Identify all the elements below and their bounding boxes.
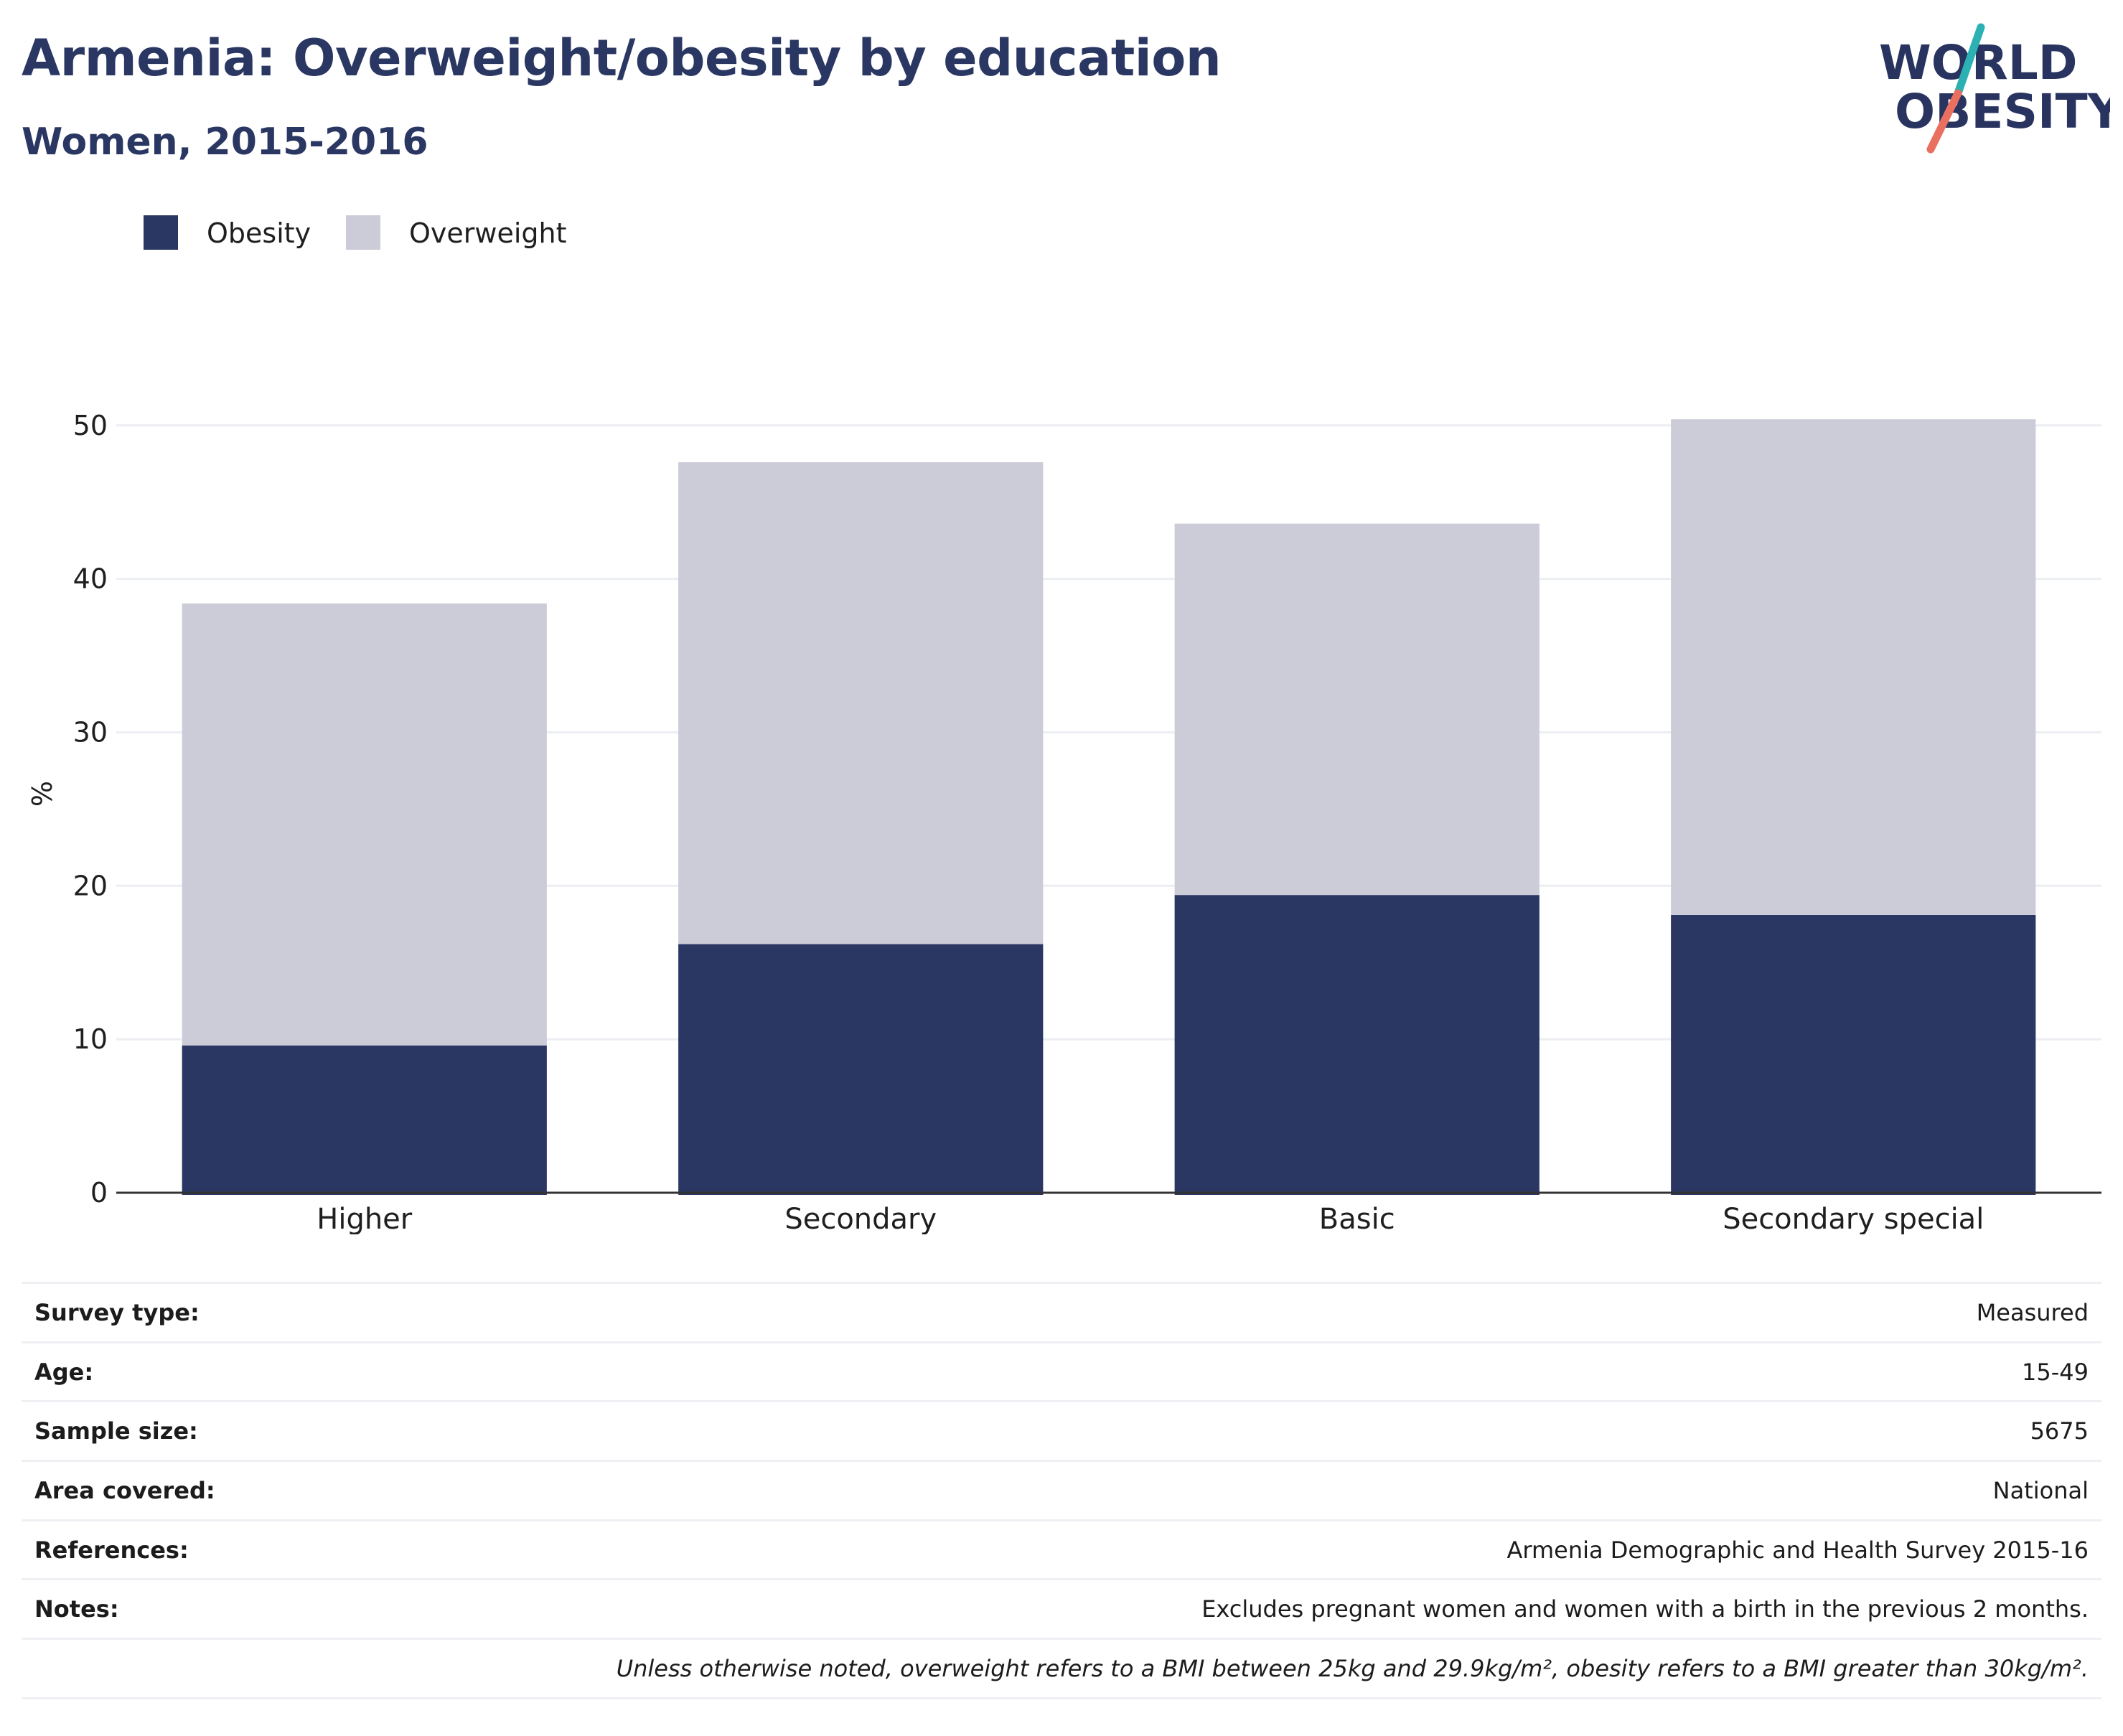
y-tick-label: 20 bbox=[73, 870, 108, 901]
info-key: Sample size: bbox=[34, 1417, 198, 1445]
bar-overweight[interactable] bbox=[182, 603, 547, 1046]
legend-swatch-obesity bbox=[144, 215, 178, 250]
logo-slash-top bbox=[1954, 23, 1985, 98]
y-axis-label: % bbox=[27, 781, 58, 807]
logo-slash-bottom bbox=[1926, 89, 1962, 154]
x-tick-label: Secondary bbox=[784, 1203, 937, 1234]
y-axis-ticks: 0 10 20 30 40 50 bbox=[73, 410, 108, 1209]
info-key: Age: bbox=[34, 1358, 94, 1386]
info-value: Armenia Demographic and Health Survey 20… bbox=[1506, 1536, 2089, 1564]
bar-obesity[interactable] bbox=[1671, 914, 2036, 1195]
x-tick-label: Basic bbox=[1319, 1203, 1395, 1234]
info-value: 5675 bbox=[2030, 1417, 2089, 1445]
info-value: Measured bbox=[1976, 1298, 2089, 1326]
info-key: Survey type: bbox=[34, 1298, 200, 1326]
stacked-bar-chart: Obesity Overweight 0 10 20 30 40 50 % Higher S… bbox=[27, 215, 2101, 1234]
info-value: National bbox=[1992, 1476, 2089, 1504]
info-key: Area covered: bbox=[34, 1476, 215, 1504]
info-key: Notes: bbox=[34, 1595, 119, 1623]
world-obesity-logo: WORLD OBESITY bbox=[1879, 23, 2110, 154]
legend-swatch-overweight bbox=[346, 215, 380, 250]
info-row: Notes: Excludes pregnant women and women … bbox=[22, 1579, 2101, 1639]
info-row: Survey type: Measured bbox=[22, 1282, 2101, 1343]
bar-overweight[interactable] bbox=[1174, 523, 1539, 896]
info-row: Area covered: National bbox=[22, 1460, 2101, 1521]
bar-obesity[interactable] bbox=[1174, 895, 1539, 1195]
bars bbox=[182, 419, 2036, 1195]
bar-obesity[interactable] bbox=[182, 1045, 547, 1195]
info-row-footnote: Unless otherwise noted, overweight refer… bbox=[22, 1638, 2101, 1699]
legend: Obesity Overweight bbox=[144, 215, 567, 250]
logo-text-obesity: OBESITY bbox=[1895, 84, 2110, 139]
info-row: Age: 15-49 bbox=[22, 1342, 2101, 1402]
y-tick-label: 10 bbox=[73, 1023, 108, 1055]
y-tick-label: 40 bbox=[73, 563, 108, 595]
x-tick-label: Higher bbox=[317, 1203, 413, 1234]
legend-label-overweight: Overweight bbox=[409, 217, 567, 249]
y-tick-label: 30 bbox=[73, 716, 108, 748]
x-axis-labels: Higher Secondary Basic Secondary special bbox=[317, 1203, 1984, 1234]
bmi-footnote: Unless otherwise noted, overweight refer… bbox=[616, 1654, 2089, 1682]
y-tick-label: 50 bbox=[73, 410, 108, 441]
bar-overweight[interactable] bbox=[1671, 419, 2036, 915]
legend-label-obesity: Obesity bbox=[207, 217, 311, 249]
info-value: 15-49 bbox=[2022, 1358, 2089, 1386]
bar-obesity[interactable] bbox=[678, 944, 1044, 1195]
chart-subtitle: Women, 2015-2016 bbox=[22, 121, 428, 164]
info-value: Excludes pregnant women and women with a… bbox=[1201, 1595, 2089, 1623]
info-row: References: Armenia Demographic and Healt… bbox=[22, 1520, 2101, 1580]
info-row: Sample size: 5675 bbox=[22, 1401, 2101, 1461]
bar-overweight[interactable] bbox=[678, 462, 1044, 944]
survey-info-table: Survey type: Measured Age: 15-49 Sample size… bbox=[22, 1282, 2101, 1699]
x-tick-label: Secondary special bbox=[1723, 1203, 1984, 1234]
chart-title: Armenia: Overweight/obesity by education bbox=[22, 29, 1222, 88]
info-key: References: bbox=[34, 1536, 189, 1564]
y-tick-label: 0 bbox=[90, 1177, 108, 1209]
